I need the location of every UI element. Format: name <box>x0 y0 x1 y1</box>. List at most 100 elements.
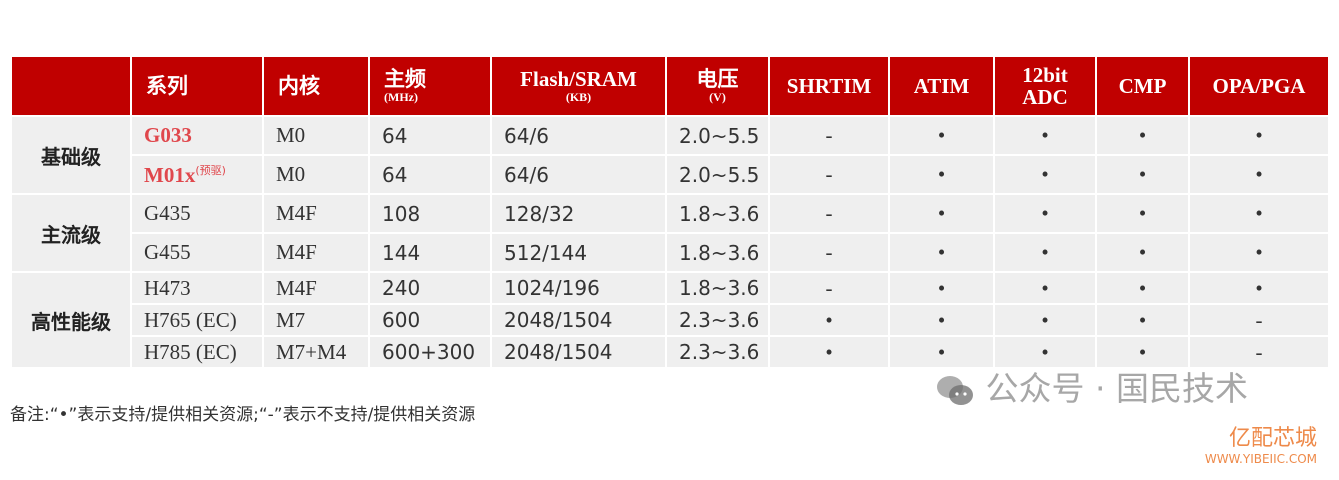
mem-cell: 512/144 <box>490 232 667 273</box>
series-note: (预驱) <box>195 163 226 177</box>
cmp-value: • <box>1138 162 1147 186</box>
atim-value: • <box>937 240 946 264</box>
opa-value: • <box>1255 162 1263 186</box>
freq-cell: 600 <box>368 303 492 337</box>
core-value: M0 <box>276 162 306 186</box>
cmp-cell: • <box>1095 271 1190 305</box>
header-sublabel: (V) <box>709 90 726 104</box>
cmp-value: • <box>1138 201 1147 225</box>
header-label: Flash/SRAM <box>520 67 637 91</box>
table-row: M01x(预驱) M0 64 64/6 2.0~5.5 - • • • • <box>11 154 1330 195</box>
header-label: 主频 <box>384 67 426 91</box>
adc-cell: • <box>993 115 1097 156</box>
mem-cell: 64/6 <box>490 154 667 195</box>
core-value: M7+M4 <box>276 339 347 364</box>
column-header: ATIM <box>888 55 995 117</box>
series-value: G435 <box>144 201 191 225</box>
tier-label: 基础级 <box>10 115 132 195</box>
header-row: 系列 内核 主频 (MHz) Flash/SRAM (KB) 电压 (V) SHRTIM ATIM… <box>10 55 1330 117</box>
core-cell: M4F <box>262 271 370 305</box>
cmp-value: • <box>1138 339 1147 364</box>
adc-cell: • <box>993 193 1097 234</box>
freq-value: 600+300 <box>382 340 476 364</box>
header-label: CMP <box>1118 74 1167 98</box>
cmp-cell: • <box>1095 303 1190 337</box>
core-cell: M7 <box>262 303 370 337</box>
adc-cell: • <box>993 232 1097 273</box>
header-label: ATIM <box>913 74 970 98</box>
column-header: 电压 (V) <box>665 55 770 117</box>
mem-cell: 1024/196 <box>490 271 667 305</box>
header-label: 内核 <box>278 74 320 98</box>
mem-value: 128/32 <box>504 201 575 226</box>
series-value: H765 (EC) <box>144 307 237 332</box>
opa-cell: - <box>1188 303 1330 337</box>
column-header <box>10 55 132 117</box>
adc-value: • <box>1041 307 1049 332</box>
shrtim-cell: • <box>768 335 890 369</box>
atim-cell: • <box>888 232 995 273</box>
header-sublabel: (KB) <box>565 90 592 104</box>
volt-value: 2.3~3.6 <box>679 340 760 364</box>
core-value: M4F <box>276 240 317 264</box>
volt-value: 1.8~3.6 <box>679 240 760 265</box>
atim-cell: • <box>888 115 995 156</box>
core-cell: M0 <box>262 115 370 156</box>
header-label: OPA/PGA <box>1212 74 1306 98</box>
freq-cell: 64 <box>368 154 492 195</box>
mem-value: 512/144 <box>504 240 588 265</box>
freq-cell: 600+300 <box>368 335 492 369</box>
volt-cell: 2.0~5.5 <box>665 154 770 195</box>
opa-value: • <box>1255 275 1263 300</box>
tier-label: 主流级 <box>10 193 132 273</box>
core-value: M4F <box>276 201 317 225</box>
opa-cell: • <box>1188 232 1330 273</box>
adc-value: • <box>1041 339 1049 364</box>
header-label: 12bit <box>1022 63 1068 87</box>
mem-cell: 2048/1504 <box>490 335 667 369</box>
volt-value: 2.3~3.6 <box>679 308 760 332</box>
opa-value: • <box>1255 240 1263 264</box>
header-label: 系列 <box>146 74 188 98</box>
atim-cell: • <box>888 303 995 337</box>
volt-value: 1.8~3.6 <box>679 201 760 226</box>
series-cell: M01x(预驱) <box>130 154 264 195</box>
adc-value: • <box>1041 275 1049 300</box>
series-value: H473 <box>144 275 191 300</box>
opa-value: • <box>1255 201 1263 225</box>
opa-value: • <box>1255 123 1263 147</box>
freq-value: 64 <box>382 123 408 148</box>
mem-value: 64/6 <box>504 162 549 187</box>
shrtim-cell: - <box>768 154 890 195</box>
atim-value: • <box>937 275 946 300</box>
atim-cell: • <box>888 271 995 305</box>
cmp-cell: • <box>1095 335 1190 369</box>
core-cell: M0 <box>262 154 370 195</box>
volt-cell: 1.8~3.6 <box>665 271 770 305</box>
freq-cell: 144 <box>368 232 492 273</box>
mcu-comparison-table: 系列 内核 主频 (MHz) Flash/SRAM (KB) 电压 (V) SHRTIM ATIM… <box>10 55 1330 369</box>
shrtim-value: - <box>825 201 833 225</box>
freq-value: 64 <box>382 162 408 187</box>
volt-cell: 1.8~3.6 <box>665 193 770 234</box>
shrtim-cell: • <box>768 303 890 337</box>
atim-cell: • <box>888 193 995 234</box>
opa-cell: • <box>1188 154 1330 195</box>
shrtim-value: • <box>825 339 833 364</box>
adc-value: • <box>1041 162 1049 186</box>
table-row: H765 (EC) M7 600 2048/1504 2.3~3.6 • • • • - <box>11 303 1330 337</box>
shrtim-cell: - <box>768 271 890 305</box>
header-label: SHRTIM <box>786 74 872 98</box>
column-header: Flash/SRAM (KB) <box>490 55 667 117</box>
core-cell: M7+M4 <box>262 335 370 369</box>
opa-cell: - <box>1188 335 1330 369</box>
shrtim-value: - <box>825 123 833 147</box>
atim-cell: • <box>888 154 995 195</box>
opa-cell: • <box>1188 193 1330 234</box>
mem-cell: 2048/1504 <box>490 303 667 337</box>
series-value: H785 (EC) <box>144 339 237 364</box>
column-header: 12bit ADC <box>993 55 1097 117</box>
volt-cell: 1.8~3.6 <box>665 232 770 273</box>
header-label: 电压 <box>696 67 739 91</box>
atim-value: • <box>937 123 946 147</box>
